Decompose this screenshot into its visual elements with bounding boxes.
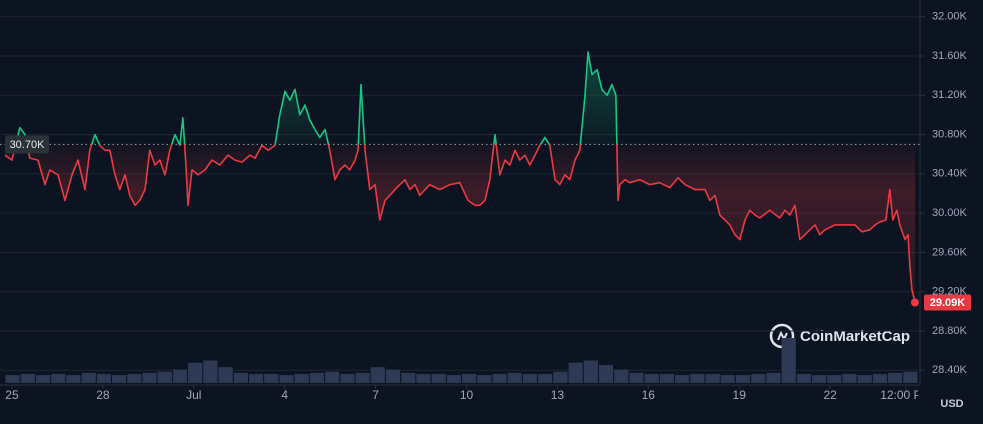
volume-bar: [416, 374, 431, 383]
y-tick-label: 30.00K: [932, 207, 968, 219]
y-tick-label: 28.40K: [932, 364, 968, 376]
volume-bar: [462, 374, 477, 383]
volume-bar: [294, 374, 309, 383]
baseline-tag: [5, 135, 49, 154]
x-tick-label: 16: [642, 388, 656, 402]
last-point: [910, 298, 919, 307]
volume-bar: [142, 372, 157, 383]
price-tag-label: 29.09K: [930, 297, 966, 309]
x-tick-label: Jul: [186, 388, 201, 402]
volume-bar: [583, 360, 598, 383]
volume-bar: [325, 371, 340, 383]
volume-bar: [766, 372, 781, 383]
volume-bar: [538, 374, 553, 383]
x-tick-label: 13: [551, 388, 565, 402]
volume-bar: [340, 374, 355, 383]
volume-bar: [264, 374, 279, 383]
volume-bar: [96, 374, 112, 383]
volume-bar: [690, 374, 705, 383]
volume-bar: [492, 374, 507, 383]
volume-bar: [5, 375, 20, 383]
volume-bar: [172, 369, 188, 383]
x-tick-label: 4: [281, 388, 288, 402]
baseline-tag-label: 30.70K: [10, 139, 46, 151]
y-tick-label: 28.80K: [932, 325, 968, 337]
volume-bar: [355, 372, 370, 383]
volume-bar: [248, 374, 264, 383]
volume-bar: [370, 367, 385, 383]
volume-bar: [522, 374, 538, 383]
y-tick-label: 31.60K: [932, 50, 968, 62]
y-tick-label: 32.00K: [932, 11, 968, 23]
x-tick-label: 19: [733, 388, 747, 402]
volume-bar: [614, 369, 629, 383]
volume-bar: [507, 372, 522, 383]
volume-bar: [553, 371, 568, 383]
volume-bar: [477, 375, 492, 383]
volume-bar: [659, 374, 675, 383]
volume-bar: [842, 374, 857, 383]
volume-bar: [203, 360, 218, 383]
x-axis: 25 28 Jul 4 7 10 13 16 19 22 12:00 PM: [5, 385, 931, 402]
volume-bar: [35, 375, 51, 383]
volume-bar: [568, 362, 583, 383]
x-tick-label: 28: [96, 388, 110, 402]
y-tick-label: 30.80K: [932, 128, 968, 140]
volume-bar: [20, 374, 35, 383]
y-tick-label: 30.40K: [932, 168, 968, 180]
watermark-text: CoinMarketCap: [800, 328, 910, 345]
volume-bar: [112, 375, 127, 383]
price-line: [4, 51, 916, 303]
volume-bar: [81, 372, 96, 383]
volume-bar: [644, 374, 659, 383]
x-tick-label: 22: [823, 388, 837, 402]
price-area: [5, 52, 915, 303]
volume-bar: [157, 371, 172, 383]
y-tick-label: 29.60K: [932, 246, 968, 258]
logo-mark: [777, 330, 788, 342]
x-tick-label: 12:00 PM: [880, 388, 931, 402]
x-tick-label: 7: [372, 388, 379, 402]
volume-bar: [675, 375, 690, 383]
volume-bar: [796, 374, 811, 383]
volume-bar: [385, 369, 401, 383]
volume-bar: [857, 375, 872, 383]
y-tick-label: 31.20K: [932, 89, 968, 101]
volume-bar: [446, 375, 461, 383]
volume-bar: [51, 374, 66, 383]
volume-bar: [827, 375, 842, 383]
volume-bar: [811, 375, 827, 383]
volume-bar: [781, 338, 796, 383]
volume-bar: [629, 372, 644, 383]
volume-bar: [218, 367, 233, 383]
volume-bar: [309, 372, 325, 383]
volume-bar: [598, 365, 614, 383]
volume-bar: [127, 374, 142, 383]
volume-bar: [188, 362, 203, 383]
volume-bar: [705, 374, 720, 383]
price-tag: [924, 294, 971, 311]
x-tick-label: 25: [5, 388, 19, 402]
volume-bar: [431, 374, 446, 383]
volume-bar: [720, 375, 735, 383]
volume-bar: [872, 374, 888, 383]
x-tick-label: 10: [460, 388, 474, 402]
unit-label: USD: [940, 398, 963, 410]
volume-bar: [751, 374, 766, 383]
volume-bar: [903, 371, 918, 383]
volume-bar: [735, 375, 751, 383]
volume-bar: [233, 372, 248, 383]
volume-bar: [279, 375, 294, 383]
volume-bar: [401, 372, 416, 383]
volume-bar: [66, 375, 81, 383]
volume-bar: [888, 372, 903, 383]
